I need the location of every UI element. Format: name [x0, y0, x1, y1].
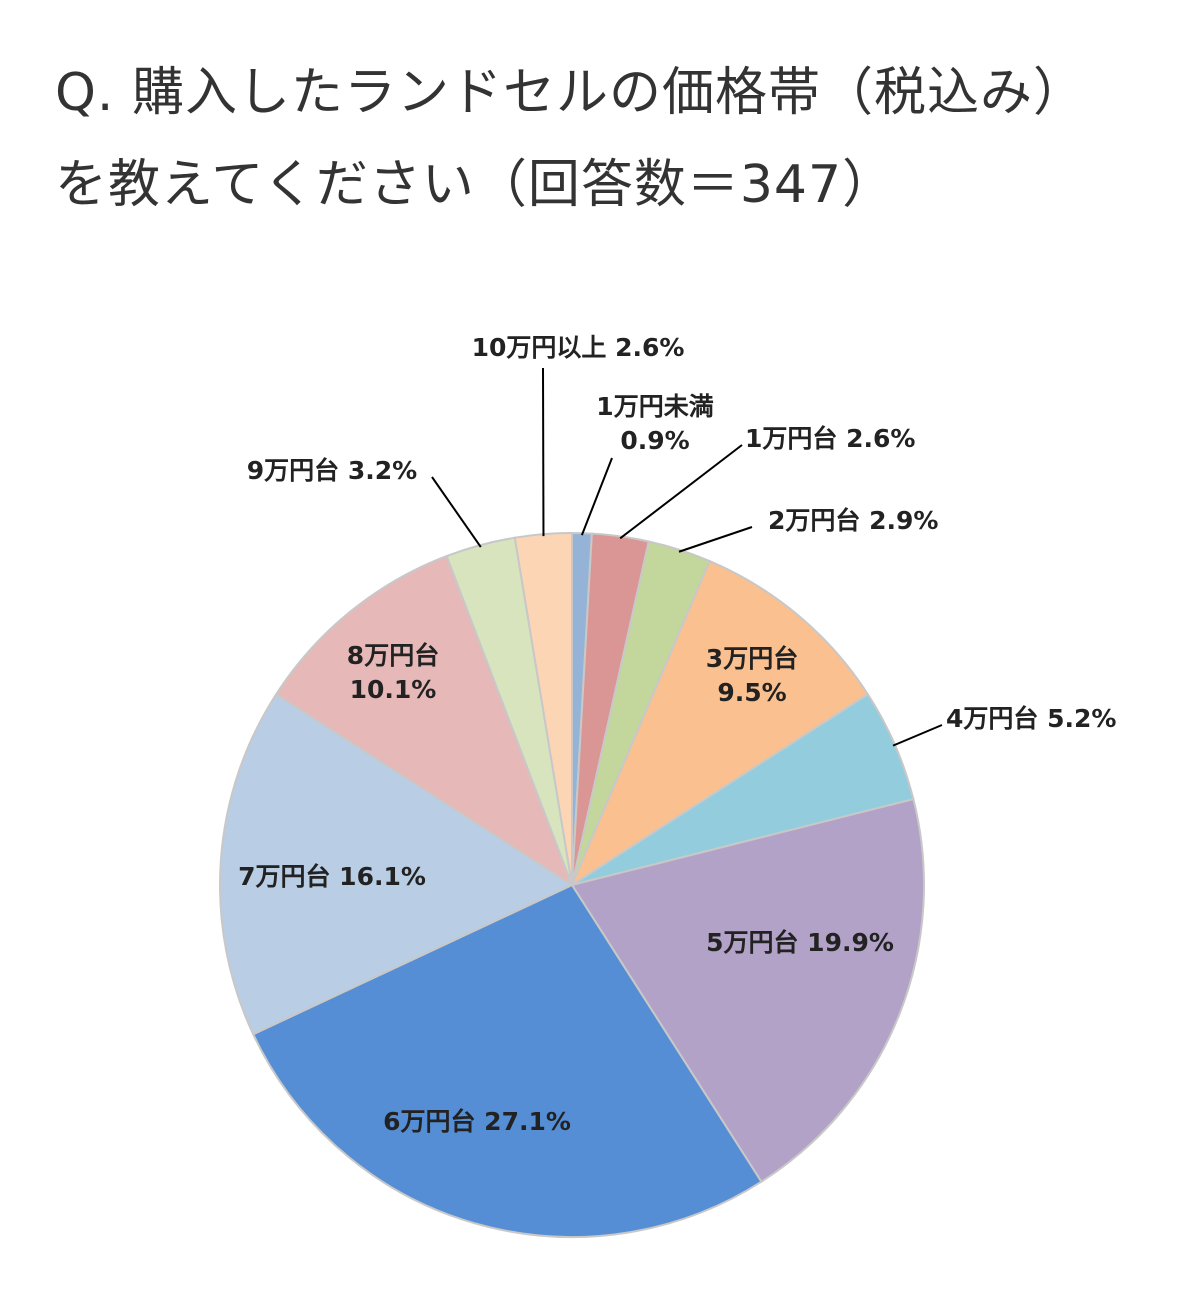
- chart-title-line-1: Q. 購入したランドセルの価格帯（税込み）: [55, 63, 1086, 123]
- data-label-2man: 2万円台 2.9%: [768, 506, 938, 535]
- data-label-1man: 1万円台 2.6%: [745, 424, 915, 453]
- leader-line-9man: [431, 476, 482, 548]
- data-label-8man: 8万円台 10.1%: [347, 641, 439, 704]
- pie-slice-8man: [274, 554, 575, 888]
- leader-line-2man: [678, 526, 753, 553]
- data-label-under-1man: 1万円未満 0.9%: [596, 392, 713, 455]
- pie-slice-5man: [570, 797, 925, 1184]
- data-label-3man: 3万円台 9.5%: [706, 644, 798, 707]
- data-label-9man: 9万円台 3.2%: [247, 456, 417, 485]
- pie-slice-3man: [569, 559, 870, 888]
- leader-line-4man: [892, 724, 943, 747]
- leader-line-under-1man: [580, 457, 613, 536]
- pie-slice-7man: [219, 692, 575, 1036]
- data-label-5man: 5万円台 19.9%: [706, 928, 894, 957]
- pie-slice-6man: [251, 883, 763, 1239]
- data-label-4man: 4万円台 5.2%: [946, 704, 1116, 733]
- data-label-10man-plus: 10万円以上 2.6%: [472, 333, 685, 362]
- chart-title-line-2: を教えてください（回答数＝347）: [55, 155, 896, 215]
- data-label-6man: 6万円台 27.1%: [383, 1107, 571, 1136]
- leader-line-1man: [619, 444, 743, 540]
- data-label-7man: 7万円台 16.1%: [238, 862, 426, 891]
